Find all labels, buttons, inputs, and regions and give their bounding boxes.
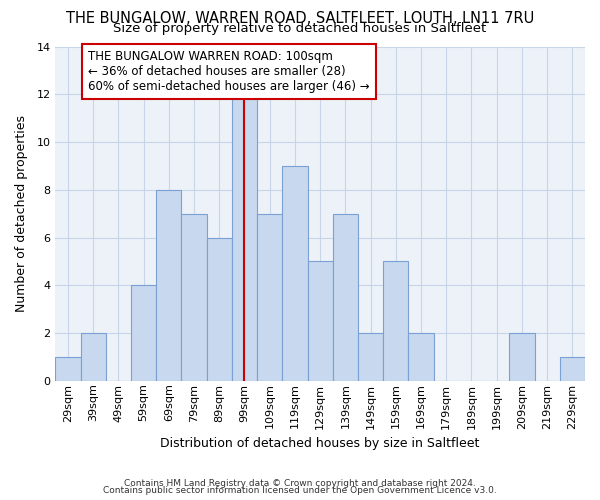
- Bar: [80, 333, 106, 381]
- Bar: [509, 333, 535, 381]
- X-axis label: Distribution of detached houses by size in Saltfleet: Distribution of detached houses by size …: [160, 437, 480, 450]
- Text: Contains public sector information licensed under the Open Government Licence v3: Contains public sector information licen…: [103, 486, 497, 495]
- Bar: [206, 238, 232, 381]
- Text: THE BUNGALOW, WARREN ROAD, SALTFLEET, LOUTH, LN11 7RU: THE BUNGALOW, WARREN ROAD, SALTFLEET, LO…: [66, 11, 534, 26]
- Bar: [55, 357, 80, 381]
- Bar: [156, 190, 181, 381]
- Bar: [257, 214, 283, 381]
- Bar: [283, 166, 308, 381]
- Bar: [232, 94, 257, 381]
- Bar: [383, 262, 409, 381]
- Bar: [560, 357, 585, 381]
- Bar: [358, 333, 383, 381]
- Bar: [333, 214, 358, 381]
- Text: THE BUNGALOW WARREN ROAD: 100sqm
← 36% of detached houses are smaller (28)
60% o: THE BUNGALOW WARREN ROAD: 100sqm ← 36% o…: [88, 50, 370, 93]
- Bar: [181, 214, 206, 381]
- Bar: [131, 286, 156, 381]
- Bar: [409, 333, 434, 381]
- Text: Contains HM Land Registry data © Crown copyright and database right 2024.: Contains HM Land Registry data © Crown c…: [124, 478, 476, 488]
- Y-axis label: Number of detached properties: Number of detached properties: [15, 115, 28, 312]
- Text: Size of property relative to detached houses in Saltfleet: Size of property relative to detached ho…: [113, 22, 487, 35]
- Bar: [308, 262, 333, 381]
